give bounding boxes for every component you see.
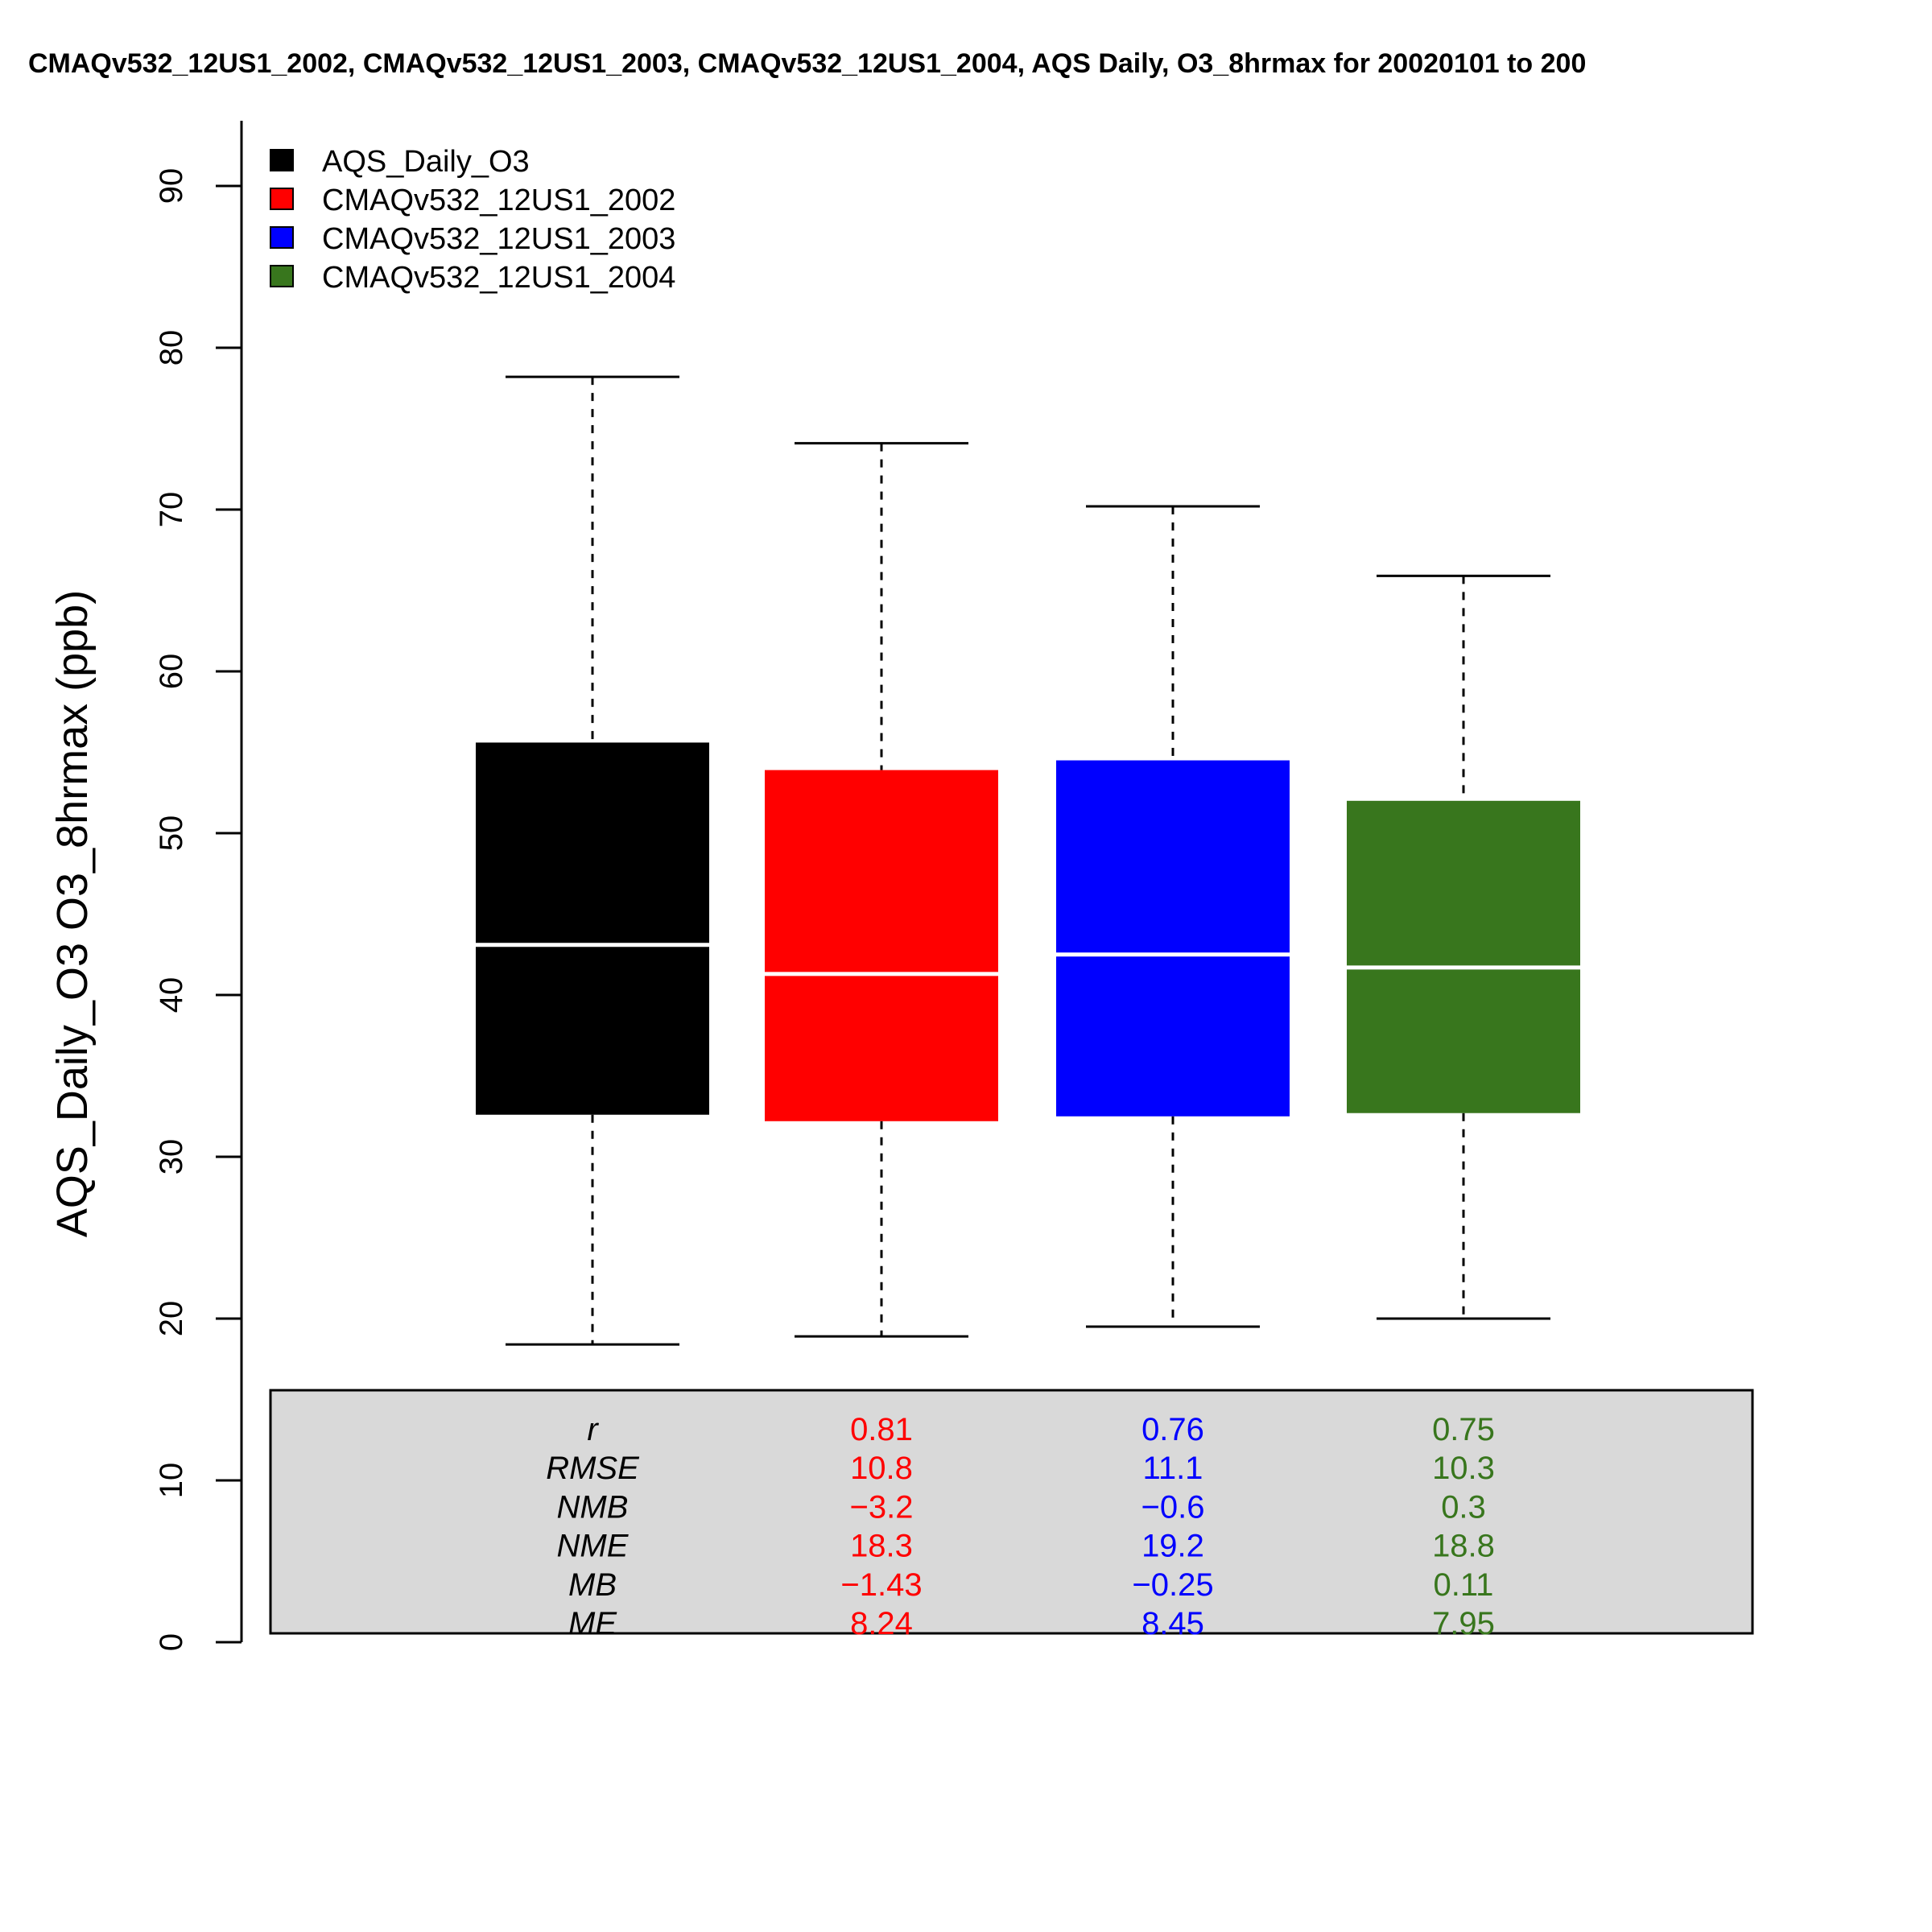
y-tick-label: 60 (154, 654, 189, 690)
stats-row-name: NME (557, 1529, 630, 1564)
y-tick-label: 40 (154, 977, 189, 1013)
stats-row-name: r (587, 1412, 599, 1447)
stats-value: −1.43 (840, 1567, 922, 1603)
y-tick-label: 70 (154, 492, 189, 528)
stats-value: 7.95 (1432, 1606, 1495, 1641)
y-axis-label: AQS_Daily_O3 O3_8hrmax (ppb) (48, 590, 97, 1237)
stats-value: 10.3 (1432, 1451, 1495, 1486)
box-body (476, 742, 709, 1115)
box-body (1347, 800, 1580, 1113)
y-tick-label: 30 (154, 1139, 189, 1175)
y-tick-label: 20 (154, 1301, 189, 1337)
y-tick-label: 80 (154, 330, 189, 366)
legend-swatch (270, 265, 294, 287)
y-tick-label: 90 (154, 168, 189, 204)
y-tick-label: 50 (154, 815, 189, 852)
box-body (765, 770, 998, 1121)
stats-value: 0.11 (1434, 1567, 1494, 1603)
stats-panel-background (269, 1389, 1754, 1635)
legend-label: CMAQv532_12US1_2002 (322, 184, 675, 217)
stats-row-name: RMSE (546, 1451, 640, 1486)
box-1 (476, 375, 709, 1346)
box-3 (1056, 505, 1290, 1328)
stats-row-name: MB (568, 1567, 617, 1603)
stats-value: 0.76 (1141, 1412, 1204, 1447)
stats-value: 0.75 (1432, 1412, 1495, 1447)
stats-row-name: NMB (557, 1489, 629, 1525)
box-series (476, 375, 1580, 1346)
stats-value: −3.2 (850, 1489, 914, 1525)
stats-value: −0.6 (1141, 1489, 1205, 1525)
legend-swatch (270, 226, 294, 249)
box-body (1056, 760, 1290, 1117)
stats-value: 11.1 (1143, 1451, 1203, 1486)
legend-swatch (270, 149, 294, 171)
stats-value: 8.45 (1141, 1606, 1204, 1641)
box-2 (765, 442, 998, 1338)
legend-label: CMAQv532_12US1_2004 (322, 261, 675, 295)
y-axis: 0 10 20 30 40 50 60 70 80 90 (154, 121, 243, 1651)
stats-value: 10.8 (850, 1451, 913, 1486)
stats-value: 0.3 (1441, 1489, 1486, 1525)
legend-label: CMAQv532_12US1_2003 (322, 222, 675, 256)
box-4 (1347, 574, 1580, 1320)
y-tick-label: 10 (154, 1463, 189, 1499)
stats-value: 8.24 (850, 1606, 913, 1641)
legend-label: AQS_Daily_O3 (322, 145, 530, 179)
legend: AQS_Daily_O3 CMAQv532_12US1_2002 CMAQv532_… (270, 145, 675, 295)
legend-swatch (270, 188, 294, 210)
chart-title: CMAQv532_12US1_2002, CMAQv532_12US1_2003… (28, 48, 1586, 79)
stats-row-name: ME (568, 1606, 617, 1641)
y-tick-label: 0 (154, 1633, 189, 1651)
stats-value: 0.81 (850, 1412, 913, 1447)
stats-value: 18.3 (850, 1529, 913, 1564)
stats-value: −0.25 (1132, 1567, 1213, 1603)
stats-value: 18.8 (1432, 1529, 1495, 1564)
stats-value: 19.2 (1141, 1529, 1204, 1564)
